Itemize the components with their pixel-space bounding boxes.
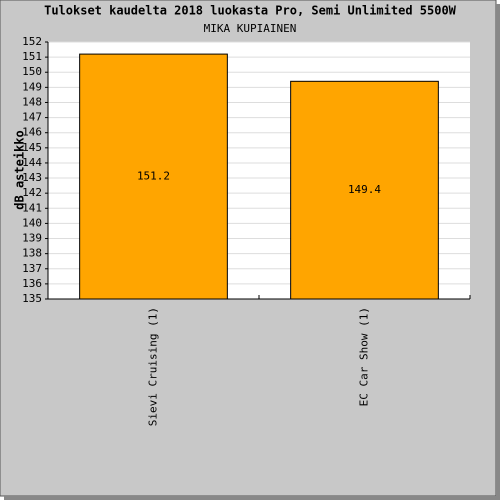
y-tick-label: 152 <box>22 35 42 48</box>
y-tick-label: 150 <box>22 65 42 78</box>
y-tick-label: 138 <box>22 247 42 260</box>
y-tick-label: 141 <box>22 201 42 214</box>
y-tick-label: 143 <box>22 171 42 184</box>
y-tick-label: 144 <box>22 156 42 169</box>
y-tick-label: 137 <box>22 262 42 275</box>
y-tick-label: 151 <box>22 50 42 63</box>
y-tick-label: 136 <box>22 277 42 290</box>
y-tick-label: 148 <box>22 95 42 108</box>
y-axis-label: dB asteikko <box>13 130 27 209</box>
bar <box>290 80 439 300</box>
y-tick-label: 149 <box>22 80 42 93</box>
chart-subtitle: MIKA KUPIAINEN <box>204 22 297 35</box>
value-label: 151.2 <box>137 170 170 183</box>
shadow <box>4 496 500 500</box>
y-tick-label: 142 <box>22 186 42 199</box>
bar <box>79 53 228 300</box>
y-tick-label: 147 <box>22 111 42 124</box>
x-tick-label: Sievi Cruising (1) <box>147 307 160 426</box>
value-label: 149.4 <box>348 183 381 196</box>
y-tick-label: 139 <box>22 232 42 245</box>
x-tick-label: EC Car Show (1) <box>358 307 371 406</box>
shadow <box>496 4 500 500</box>
y-tick-label: 146 <box>22 126 42 139</box>
y-tick-label: 135 <box>22 292 42 305</box>
chart-title: Tulokset kaudelta 2018 luokasta Pro, Sem… <box>44 4 457 18</box>
y-tick-label: 140 <box>22 216 42 229</box>
y-tick-label: 145 <box>22 141 42 154</box>
